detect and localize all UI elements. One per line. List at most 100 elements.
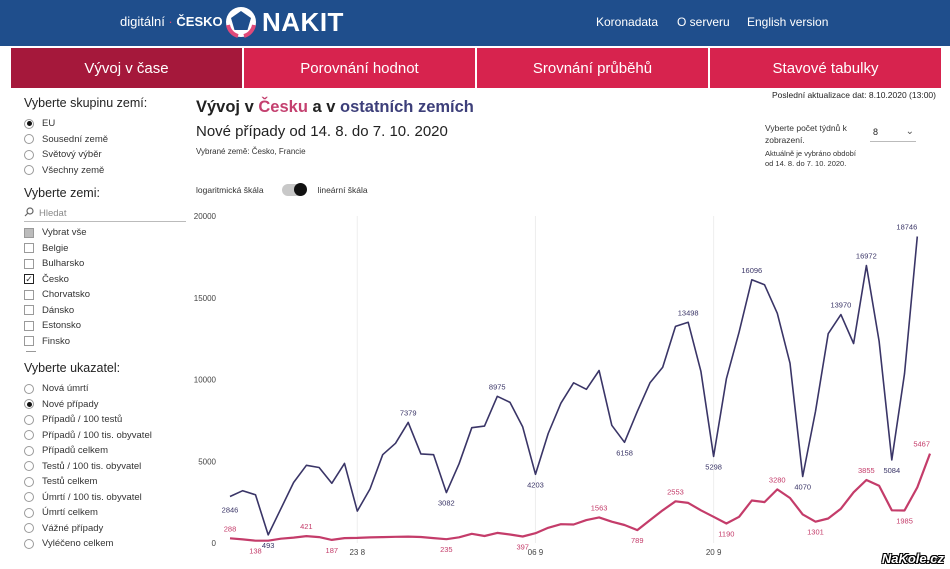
- data-label: 5467: [913, 440, 930, 449]
- radio-button[interactable]: [24, 461, 34, 472]
- radio-button[interactable]: [24, 430, 34, 441]
- country-option[interactable]: Dánsko: [24, 303, 186, 319]
- x-tick-label: 20 9: [706, 548, 722, 557]
- group-option[interactable]: Sousední země: [24, 132, 186, 148]
- radio-button[interactable]: [24, 445, 34, 456]
- x-tick-label: 23 8: [349, 548, 365, 557]
- data-label: 8975: [489, 382, 506, 391]
- indicator-option[interactable]: Testů / 100 tis. obyvatel: [24, 459, 186, 475]
- nakit-logo-icon[interactable]: [224, 5, 258, 39]
- selected-countries: Vybrané země: Česko, Francie: [196, 147, 306, 156]
- data-label: 6158: [616, 448, 633, 457]
- weeks-dropdown[interactable]: 8 ⌄: [870, 124, 916, 142]
- radio-button[interactable]: [24, 414, 34, 425]
- radio-button[interactable]: [24, 383, 34, 394]
- scale-toggle[interactable]: [281, 183, 307, 196]
- weeks-label: Vyberte počet týdnů k zobrazení.: [765, 123, 847, 145]
- radio-button[interactable]: [24, 523, 34, 534]
- data-label: 789: [631, 536, 644, 545]
- country-option[interactable]: Bulharsko: [24, 256, 186, 272]
- checkbox[interactable]: [24, 320, 34, 331]
- indicator-option[interactable]: Úmrtí celkem: [24, 505, 186, 521]
- indicator-option[interactable]: Případů / 100 testů: [24, 412, 186, 428]
- nav-koronadata[interactable]: Koronadata: [596, 15, 659, 29]
- data-label: 13970: [830, 301, 851, 310]
- checkbox[interactable]: [24, 289, 34, 300]
- country-option[interactable]: Finsko: [24, 334, 186, 350]
- brand-digital-cesko[interactable]: digitální · ČESKO: [120, 14, 223, 29]
- checkbox[interactable]: [24, 227, 34, 238]
- chevron-down-icon: ⌄: [905, 126, 914, 137]
- indicator-option-label: Případů / 100 testů: [42, 414, 123, 426]
- line-chart: 0 5000 10000 15000 20000 23 8 06 9 20 9 2846 493 7…: [194, 212, 932, 557]
- indicator-option[interactable]: Nová úmrtí: [24, 381, 186, 397]
- indicator-option[interactable]: Testů celkem: [24, 474, 186, 490]
- checkbox[interactable]: [24, 258, 34, 269]
- indicator-option[interactable]: Vyléčeno celkem: [24, 536, 186, 552]
- country-list-scroll-indicator[interactable]: [26, 351, 36, 352]
- checkbox[interactable]: ✓: [24, 274, 34, 285]
- nav-o-serveru[interactable]: O serveru: [677, 15, 730, 29]
- country-option[interactable]: ✓ Česko: [24, 272, 186, 288]
- indicator-option-label: Testů / 100 tis. obyvatel: [42, 460, 142, 472]
- radio-button[interactable]: [24, 134, 34, 145]
- indicator-option[interactable]: Vážné případy: [24, 521, 186, 537]
- data-label: 4203: [527, 480, 544, 489]
- radio-button[interactable]: [24, 507, 34, 518]
- country-option[interactable]: Estonsko: [24, 318, 186, 334]
- brand-name: NAKIT: [262, 7, 344, 37]
- country-option-label: Chorvatsko: [42, 289, 91, 301]
- data-label: 1985: [896, 517, 913, 526]
- indicator-option[interactable]: Úmrtí / 100 tis. obyvatel: [24, 490, 186, 506]
- indicator-section-title: Vyberte ukazatel:: [24, 361, 121, 375]
- data-label: 3280: [769, 475, 786, 484]
- last-update: Poslední aktualizace dat: 8.10.2020 (13:…: [772, 90, 936, 100]
- checkbox[interactable]: [24, 305, 34, 316]
- scale-toggle-group: logaritmická škála lineární škála: [196, 183, 368, 196]
- data-label: 397: [516, 543, 529, 552]
- indicator-option[interactable]: Případů / 100 tis. obyvatel: [24, 428, 186, 444]
- brand-prefix: digitální: [120, 14, 165, 29]
- radio-button[interactable]: [24, 399, 34, 410]
- data-label: 421: [300, 522, 313, 531]
- data-label: 2553: [667, 487, 684, 496]
- indicator-option[interactable]: Nové případy: [24, 397, 186, 413]
- nav-english-version[interactable]: English version: [747, 15, 829, 29]
- search-input[interactable]: Hledat: [39, 208, 67, 219]
- group-option-label: EU: [42, 118, 56, 130]
- radio-button[interactable]: [24, 149, 34, 160]
- country-search[interactable]: Hledat: [24, 206, 186, 222]
- checkbox[interactable]: [24, 336, 34, 347]
- tab-stavove-tabulky[interactable]: Stavové tabulky: [710, 48, 941, 88]
- data-label: 16096: [741, 266, 762, 275]
- y-tick-label: 15000: [194, 294, 217, 303]
- data-label: 288: [224, 524, 237, 533]
- tab-porovnani-hodnot[interactable]: Porovnání hodnot: [244, 48, 475, 88]
- radio-button[interactable]: [24, 492, 34, 503]
- radio-button[interactable]: [24, 538, 34, 549]
- x-tick-label: 06 9: [528, 548, 544, 557]
- country-option-label: Vybrat vše: [42, 227, 87, 239]
- title-part2: a v: [307, 98, 341, 116]
- group-option[interactable]: Světový výběr: [24, 147, 186, 163]
- radio-button[interactable]: [24, 476, 34, 487]
- scale-lin-label: lineární škála: [317, 185, 368, 195]
- checkbox[interactable]: [24, 243, 34, 254]
- data-label: 493: [262, 541, 275, 550]
- data-label: 235: [440, 545, 453, 554]
- group-option[interactable]: EU: [24, 116, 186, 132]
- indicator-option[interactable]: Případů celkem: [24, 443, 186, 459]
- radio-button[interactable]: [24, 165, 34, 176]
- sidebar: Vyberte skupinu zemí: EU Sousední země Svě…: [24, 96, 186, 552]
- country-option[interactable]: Vybrat vše: [24, 225, 186, 241]
- data-label: 5084: [883, 466, 900, 475]
- radio-button[interactable]: [24, 118, 34, 129]
- indicator-option-label: Úmrtí celkem: [42, 507, 98, 519]
- tab-vyvoj-v-case[interactable]: Vývoj v čase: [11, 48, 242, 88]
- country-option[interactable]: Belgie: [24, 241, 186, 257]
- main-tabs: Vývoj v čase Porovnání hodnot Srovnání p…: [11, 48, 941, 88]
- group-option[interactable]: Všechny země: [24, 163, 186, 179]
- country-option[interactable]: Chorvatsko: [24, 287, 186, 303]
- watermark: NaKole.cz: [881, 551, 944, 566]
- tab-srovnani-prubehu[interactable]: Srovnání průběhů: [477, 48, 708, 88]
